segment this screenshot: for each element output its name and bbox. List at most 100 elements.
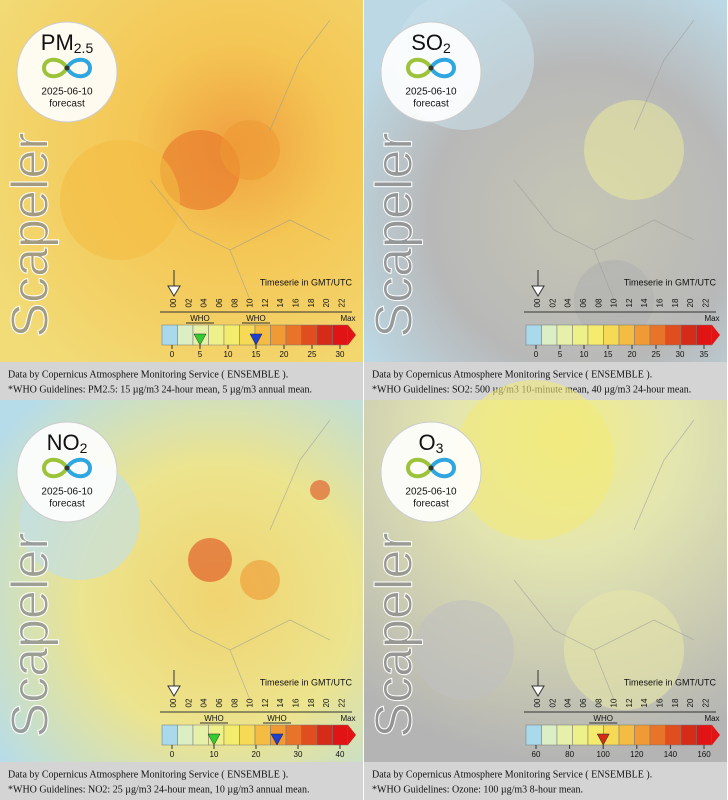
logo-dot bbox=[64, 465, 70, 471]
logo-blue bbox=[65, 457, 93, 479]
hour-label: 12 bbox=[625, 698, 634, 707]
logo-green bbox=[405, 457, 433, 479]
legend-tick-label: 30 bbox=[336, 350, 345, 359]
hour-label: 04 bbox=[564, 698, 573, 707]
hour-label: 14 bbox=[640, 298, 649, 307]
date: 2025-06-10 bbox=[41, 487, 93, 498]
brand: Scapeler bbox=[366, 132, 424, 337]
pollutant: O bbox=[419, 430, 436, 455]
hour-label: 22 bbox=[337, 698, 346, 707]
logo-blue bbox=[429, 57, 457, 79]
pollutant-title: SO2 bbox=[411, 30, 451, 56]
legend-cell bbox=[270, 324, 287, 346]
legend-cell bbox=[618, 724, 635, 746]
logo-circle bbox=[16, 421, 118, 523]
hour-label: 08 bbox=[594, 298, 603, 307]
hour-label: 20 bbox=[686, 298, 695, 307]
legend-cell bbox=[177, 324, 194, 346]
who-label: WHO bbox=[246, 314, 266, 323]
hour-label: 10 bbox=[246, 698, 255, 707]
hour-label: 02 bbox=[184, 298, 193, 307]
source: Data by Copernicus Atmosphere Monitoring… bbox=[8, 369, 288, 380]
legend-max: Max bbox=[340, 714, 355, 723]
legend-cell bbox=[332, 324, 349, 346]
now-arrow bbox=[167, 285, 181, 297]
hour-label: 00 bbox=[533, 698, 542, 707]
legend-tick-label: 15 bbox=[604, 350, 613, 359]
logo-circle bbox=[16, 21, 118, 123]
map-area bbox=[60, 140, 180, 260]
hour-label: 20 bbox=[322, 698, 331, 707]
hour-label: 22 bbox=[701, 698, 710, 707]
legend-tick-label: 80 bbox=[565, 750, 574, 759]
legend-cell bbox=[192, 724, 209, 746]
legend-cell bbox=[301, 324, 318, 346]
map-area bbox=[564, 590, 684, 710]
hour-label: 10 bbox=[610, 698, 619, 707]
brand: Scapeler bbox=[366, 532, 424, 737]
legend-tick-label: 20 bbox=[628, 350, 637, 359]
legend-cell bbox=[316, 724, 333, 746]
legend-max-arrow bbox=[348, 325, 356, 345]
hour-label: 06 bbox=[579, 298, 588, 307]
hour-label: 12 bbox=[261, 698, 270, 707]
hour-label: 14 bbox=[640, 698, 649, 707]
pollutant-subscript: 2 bbox=[80, 440, 88, 456]
legend-cell bbox=[223, 324, 240, 346]
legend-cell bbox=[332, 724, 349, 746]
legend-cell bbox=[254, 724, 271, 746]
map-area bbox=[454, 380, 614, 540]
source: Data by Copernicus Atmosphere Monitoring… bbox=[8, 769, 288, 780]
border bbox=[149, 419, 331, 701]
pollutant-title: O3 bbox=[419, 430, 444, 456]
timeserie-label: Timeserie in GMT/UTC bbox=[624, 277, 717, 287]
legend-cell bbox=[177, 724, 194, 746]
hour-label: 12 bbox=[625, 298, 634, 307]
guideline: *WHO Guidelines: PM2.5: 15 µg/m3 24-hour… bbox=[8, 384, 312, 395]
logo-dot bbox=[64, 65, 70, 71]
hour-label: 04 bbox=[564, 298, 573, 307]
hour-label: 00 bbox=[169, 298, 178, 307]
hour-label: 10 bbox=[246, 298, 255, 307]
legend-tick-label: 10 bbox=[210, 750, 219, 759]
hour-label: 02 bbox=[548, 298, 557, 307]
legend-cell bbox=[572, 724, 589, 746]
hour-label: 02 bbox=[548, 698, 557, 707]
legend-cell bbox=[649, 724, 666, 746]
who-marker bbox=[193, 333, 207, 346]
who-label: WHO bbox=[593, 714, 613, 723]
hour-label: 20 bbox=[686, 698, 695, 707]
who-label: WHO bbox=[267, 714, 287, 723]
map-area bbox=[188, 538, 232, 582]
hour-label: 06 bbox=[215, 698, 224, 707]
hour-label: 08 bbox=[594, 698, 603, 707]
pollutant-title: PM2.5 bbox=[41, 30, 94, 56]
legend-cell bbox=[680, 724, 697, 746]
pollutant-subscript: 2.5 bbox=[74, 40, 94, 56]
legend-tick-label: 120 bbox=[630, 750, 644, 759]
legend-cell bbox=[316, 324, 333, 346]
legend-tick-label: 5 bbox=[558, 350, 563, 359]
legend-max-arrow bbox=[712, 725, 720, 745]
forecast-label: forecast bbox=[413, 499, 449, 510]
pollutant-title: NO2 bbox=[47, 430, 88, 456]
legend-max-arrow bbox=[348, 725, 356, 745]
legend-cell bbox=[634, 324, 651, 346]
legend-max: Max bbox=[704, 714, 719, 723]
guideline: *WHO Guidelines: Ozone: 100 µg/m3 8-hour… bbox=[372, 784, 583, 795]
legend-cell bbox=[239, 724, 256, 746]
logo-dot bbox=[428, 65, 434, 71]
hour-label: 08 bbox=[230, 698, 239, 707]
hour-label: 18 bbox=[671, 298, 680, 307]
legend-cell bbox=[680, 324, 697, 346]
hour-label: 14 bbox=[276, 698, 285, 707]
hour-label: 18 bbox=[307, 698, 316, 707]
who-label: WHO bbox=[204, 714, 224, 723]
date: 2025-06-10 bbox=[41, 87, 93, 98]
legend-cell bbox=[696, 724, 713, 746]
legend-tick-label: 20 bbox=[280, 350, 289, 359]
